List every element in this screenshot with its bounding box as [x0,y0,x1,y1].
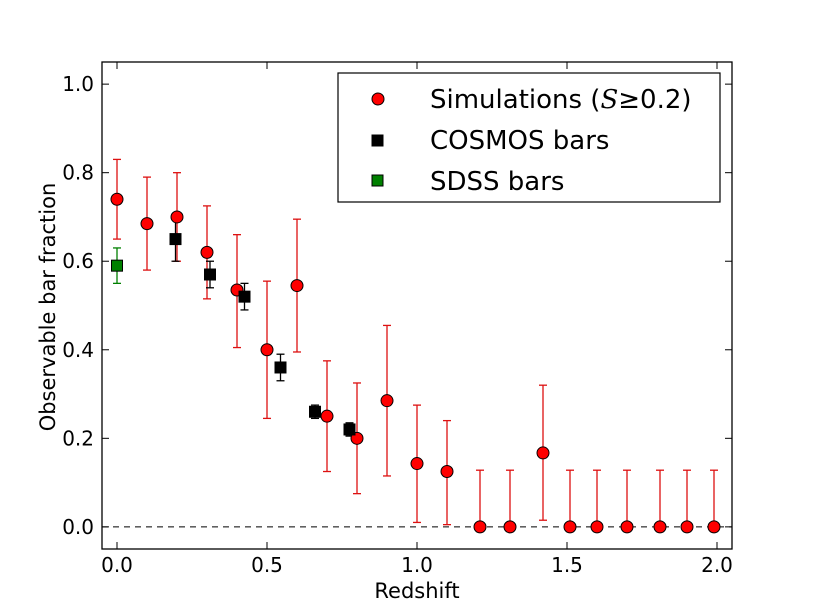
point-simulations-5 [260,343,274,357]
point-simulations-20 [707,520,721,534]
y-tick-label: 0.4 [62,338,94,362]
point-simulations-15 [563,520,577,534]
legend-label-math-rest: ≥0.2 [618,85,681,115]
legend-label-math-symbol: S [600,85,618,115]
legend-label-sdss: SDSS bars [430,167,564,197]
legend-label-close: ) [681,85,691,115]
axes [101,61,733,550]
tick-labels: 0.0 0.5 1.0 1.5 2.0 0.0 0.2 0.4 0.6 0.8 1.0 [62,72,733,577]
data-markers [110,192,721,534]
legend-box [337,72,721,203]
x-tick-label: 0.5 [251,553,283,577]
y-tick-label: 1.0 [62,72,94,96]
point-simulations-19 [680,520,694,534]
point-simulations-10 [410,457,424,471]
point-simulations-2 [170,210,184,224]
point-simulations-7 [320,409,334,423]
legend-square-marker-black [371,134,384,147]
legend-circle-marker [371,92,385,106]
point-cosmos-bars-2 [238,290,251,303]
x-tick-label: 0.0 [101,553,133,577]
x-tick-label: 1.5 [551,553,583,577]
point-cosmos-bars-0 [169,233,182,246]
point-simulations-17 [620,520,634,534]
y-tick-label: 0.2 [62,426,94,450]
point-simulations-14 [536,446,550,460]
legend-square-marker-green [371,174,384,187]
legend-label-simulations: Simulations (S≥0.2) [430,85,692,115]
point-simulations-9 [380,394,394,408]
legend-label-simulations-text: Simulations ( [430,85,600,115]
y-tick-label: 0.6 [62,249,94,273]
y-tick-label: 0.8 [62,161,94,185]
point-sdss-bars-0 [111,259,123,272]
x-axis-label: Redshift [374,579,459,603]
y-axis-label: Observable bar fraction [36,183,60,432]
y-tick-label: 0.0 [62,515,94,539]
x-tick-label: 2.0 [701,553,733,577]
legend-label-cosmos: COSMOS bars [430,126,609,156]
point-simulations-16 [590,520,604,534]
legend: Simulations (S≥0.2) COSMOS bars SDSS bar… [337,72,721,203]
point-simulations-12 [473,520,487,534]
point-simulations-3 [200,245,214,259]
legend-entry-cosmos: COSMOS bars [371,126,609,156]
point-simulations-13 [503,520,517,534]
point-simulations-1 [140,217,154,231]
point-cosmos-bars-1 [204,268,216,281]
point-simulations-18 [653,520,667,534]
point-simulations-6 [290,279,304,293]
legend-entry-sdss: SDSS bars [371,167,564,197]
legend-entry-simulations: Simulations (S≥0.2) [371,85,692,115]
point-simulations-0 [110,192,124,206]
point-cosmos-bars-4 [309,405,321,418]
x-tick-label: 1.0 [401,553,433,577]
point-simulations-11 [440,465,454,479]
point-cosmos-bars-3 [274,361,287,374]
point-cosmos-bars-5 [343,423,356,436]
